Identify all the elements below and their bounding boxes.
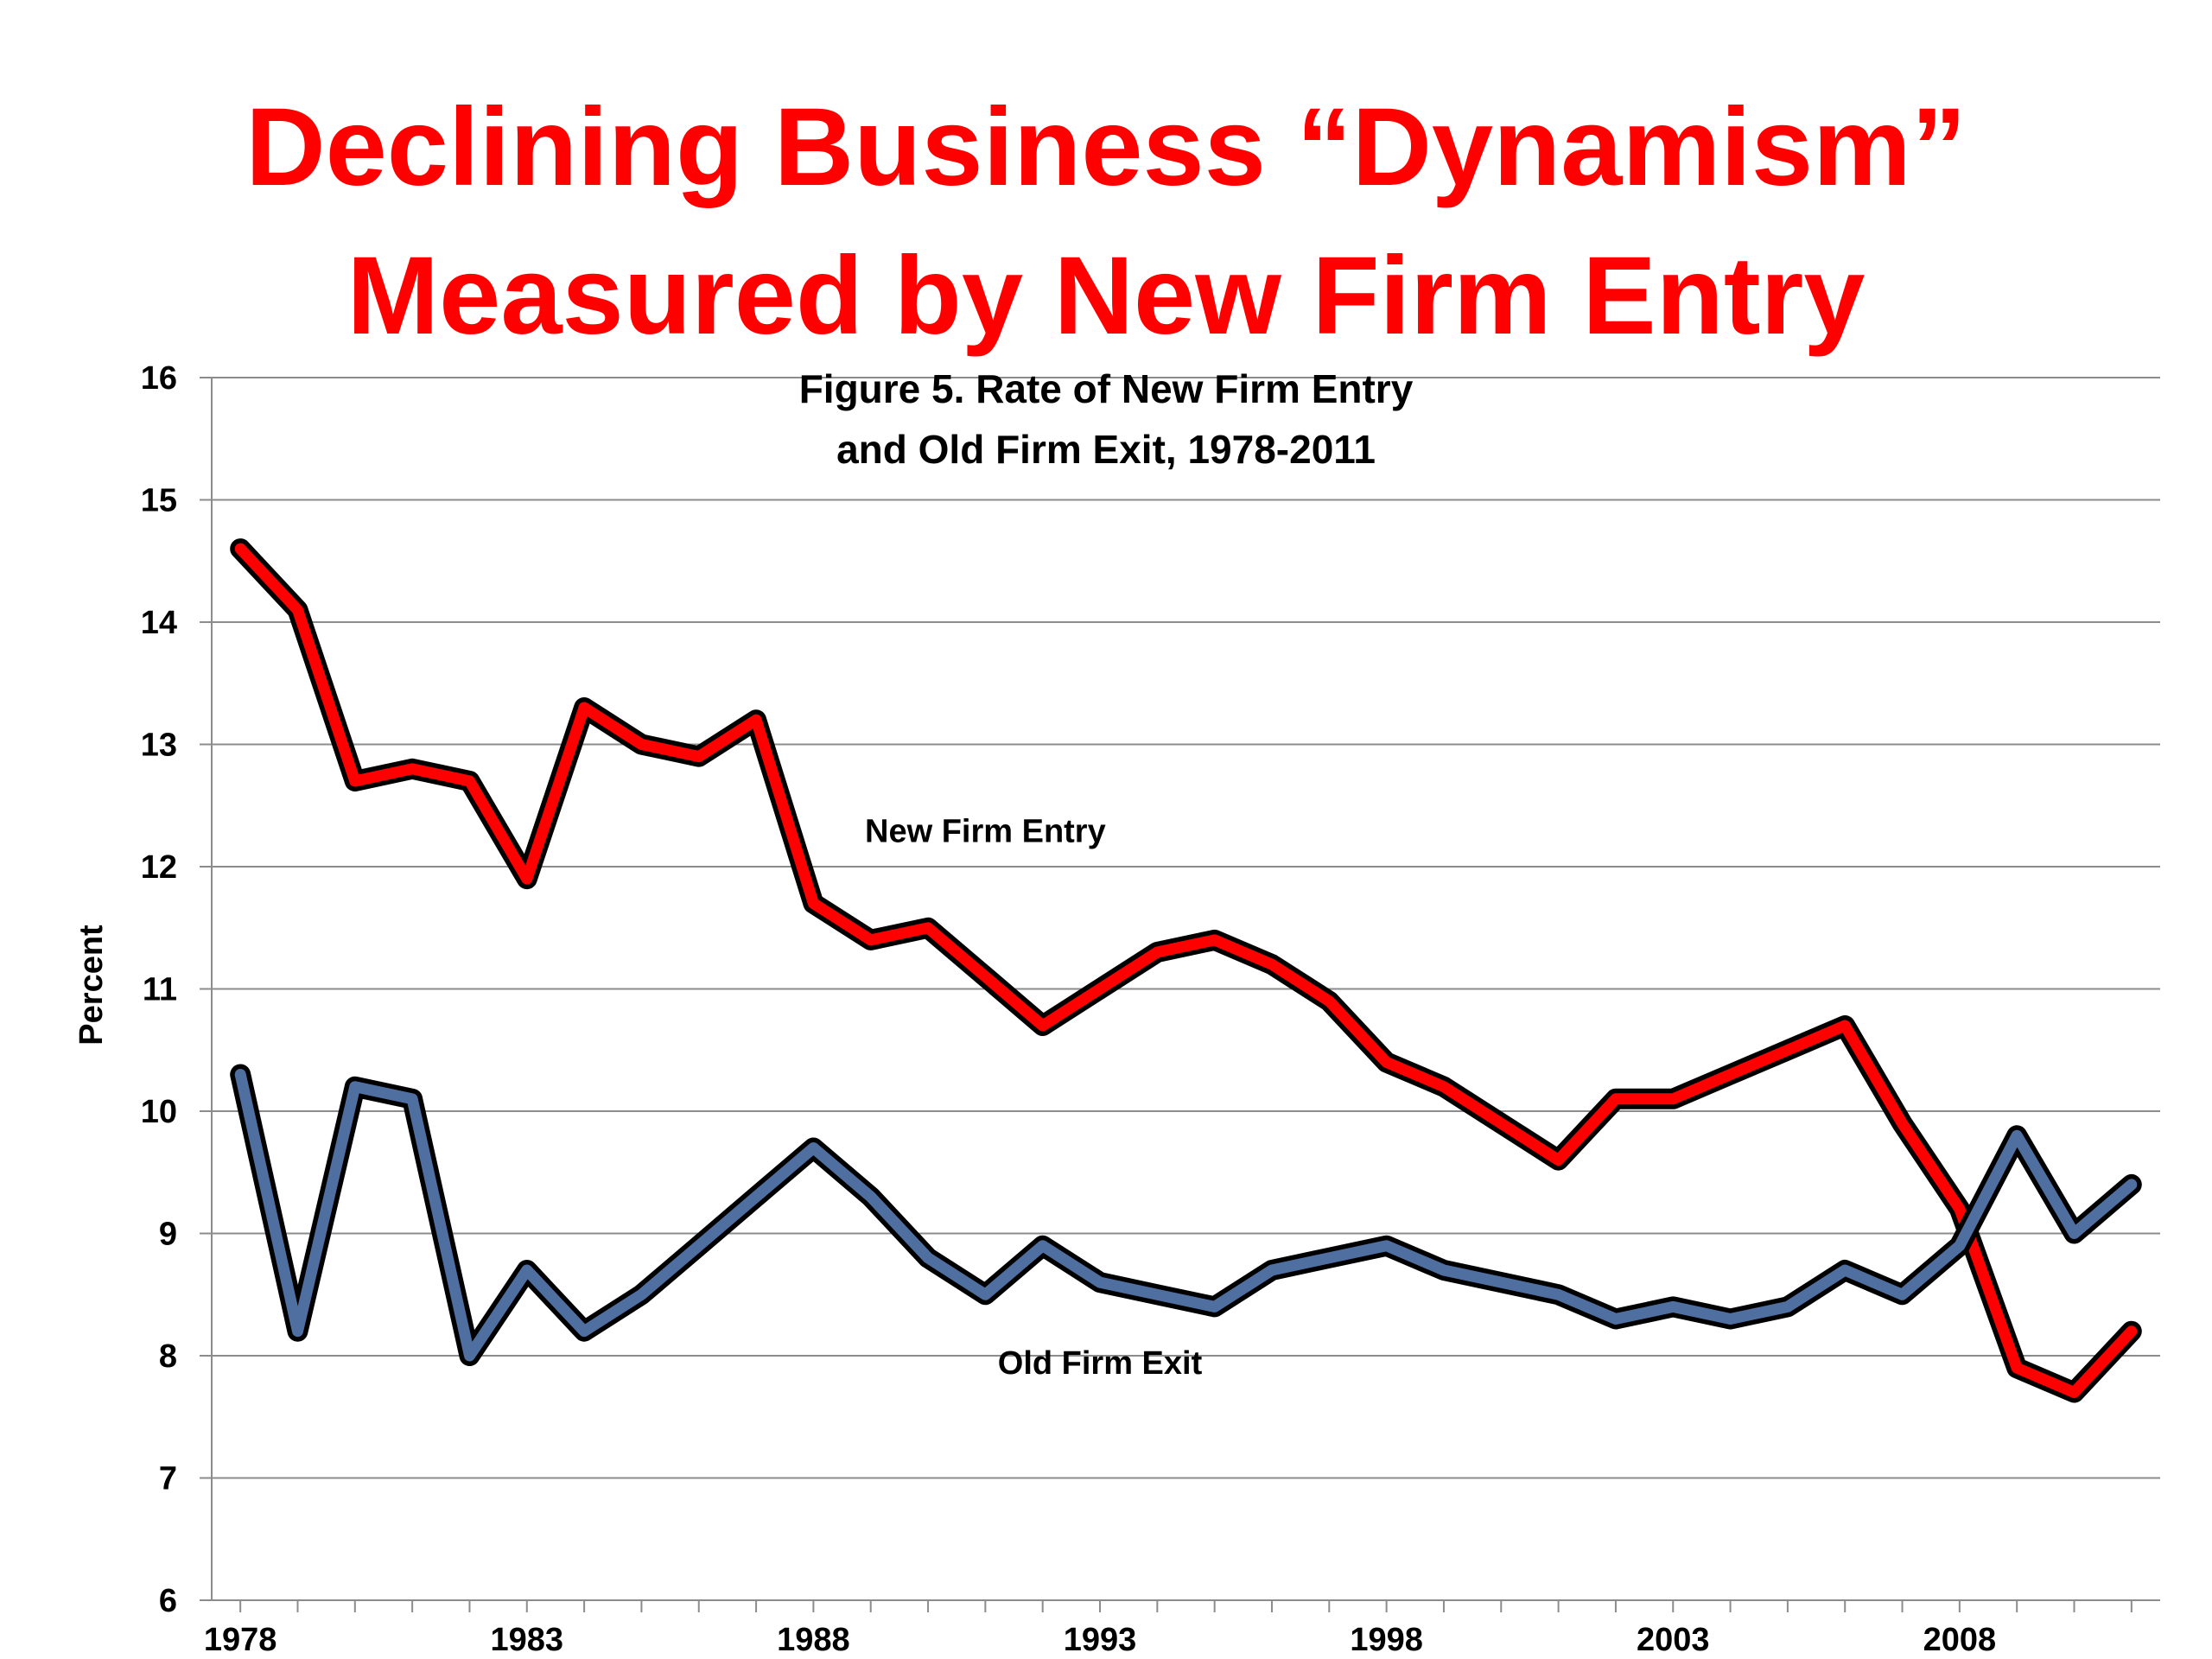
- series-outline-old-firm-exit: [230, 1064, 2142, 1366]
- y-tick-label-7: 7: [159, 1461, 177, 1497]
- y-tick-label-11: 11: [143, 972, 177, 1008]
- x-tick-label-1988: 1988: [777, 1622, 850, 1658]
- y-tick-label-12: 12: [141, 849, 177, 886]
- y-tick-label-16: 16: [141, 360, 177, 397]
- slide-title-line-1: Declining Business “Dynamism”: [245, 86, 1967, 209]
- series-line-new-firm-entry: [234, 543, 2138, 1398]
- chart-title-line-2: and Old Firm Exit, 1978-2011: [836, 427, 1376, 472]
- y-tick-label-9: 9: [159, 1217, 177, 1253]
- y-axis-tick-labels: 6 7 8 9 10 11 12 13 14 15 16: [141, 360, 177, 1619]
- x-tick-label-2008: 2008: [1923, 1622, 1997, 1658]
- series-label-old-firm-exit: Old Firm Exit: [998, 1345, 1203, 1382]
- chart-title-line-1: Figure 5. Rate of New Firm Entry: [799, 366, 1414, 411]
- series-label-new-firm-entry: New Firm Entry: [865, 814, 1106, 850]
- series-line-old-firm-exit: [234, 1069, 2138, 1362]
- x-tick-label-1983: 1983: [491, 1622, 564, 1658]
- y-tick-label-15: 15: [141, 483, 177, 519]
- y-tick-label-14: 14: [141, 605, 177, 641]
- x-tick-label-1978: 1978: [204, 1622, 277, 1658]
- y-tick-label-6: 6: [159, 1583, 177, 1619]
- slide-title: Declining Business “Dynamism” Measured b…: [0, 73, 2212, 371]
- y-tick-label-8: 8: [159, 1338, 177, 1375]
- y-tick-label-10: 10: [141, 1094, 177, 1130]
- slide-title-line-2: Measured by New Firm Entry: [346, 234, 1866, 358]
- axes: [200, 377, 2160, 1612]
- series-lines: [230, 538, 2142, 1403]
- x-tick-label-2003: 2003: [1637, 1622, 1710, 1658]
- x-tick-label-1998: 1998: [1350, 1622, 1423, 1658]
- x-tick-label-1993: 1993: [1064, 1622, 1137, 1658]
- y-tick-label-13: 13: [141, 728, 177, 764]
- y-axis-label: Percent: [73, 925, 110, 1046]
- x-axis-tick-labels: 1978 1983 1988 1993 1998 2003 2008: [204, 1622, 1996, 1658]
